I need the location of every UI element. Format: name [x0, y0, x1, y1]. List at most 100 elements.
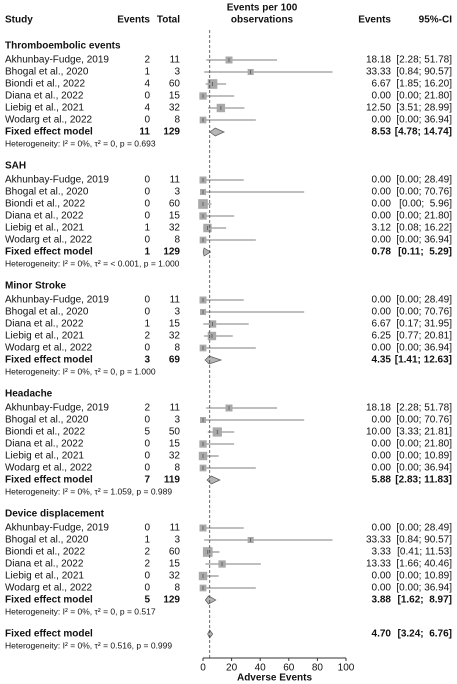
events: 0: [144, 571, 150, 582]
ci: [1.66; 40.46]: [396, 559, 452, 570]
events: 11: [139, 127, 150, 138]
ci: [3.51; 28.99]: [396, 103, 452, 114]
heterogeneity: Heterogeneity: I² = 0%, τ² = 1.059, p = …: [5, 486, 172, 496]
events: 2: [144, 331, 150, 342]
ci: [0.00; 36.94]: [396, 343, 452, 354]
total: 8: [174, 343, 180, 354]
estimate: 10.00: [366, 427, 391, 438]
study-name: Liebig et al., 2021: [5, 571, 84, 582]
estimate: 0.00: [372, 235, 392, 246]
study-name: Diana et al., 2022: [5, 91, 84, 102]
study-name: Fixed effect model: [5, 595, 93, 606]
total: 32: [169, 331, 181, 342]
study-name: Liebig et al., 2021: [5, 331, 84, 342]
heterogeneity: Heterogeneity: I² = 0%, τ² = 0, p = 0.51…: [5, 606, 156, 616]
events: 1: [144, 67, 150, 78]
ci: [0.00; 21.80]: [396, 91, 452, 102]
events: 4: [144, 103, 150, 114]
ci: [0.00; 21.80]: [396, 439, 452, 450]
events: 2: [144, 403, 150, 414]
diamond: [204, 595, 217, 605]
study-name: Fixed effect model: [5, 355, 93, 366]
total: 3: [174, 415, 180, 426]
events: 0: [144, 235, 150, 246]
ci: [2.28; 51.78]: [396, 55, 452, 66]
events: 5: [144, 595, 150, 606]
diamond: [207, 629, 214, 639]
study-name: Wodarg et al., 2022: [5, 343, 93, 354]
estimate: 12.50: [366, 103, 391, 114]
study-name: Biondi et al., 2022: [5, 199, 85, 210]
study-name: Biondi et al., 2022: [5, 79, 85, 90]
study-name: Akhunbay-Fudge, 2019: [5, 295, 109, 306]
events: 1: [144, 319, 150, 330]
heterogeneity: Heterogeneity: I² = 0%, τ² = < 0.001, p …: [5, 258, 180, 268]
events: 2: [144, 55, 150, 66]
events: 0: [144, 91, 150, 102]
diamond: [209, 127, 225, 137]
total: 3: [174, 67, 180, 78]
events: 1: [144, 535, 150, 546]
study-name: Diana et al., 2022: [5, 319, 84, 330]
estimate: 0.00: [372, 175, 392, 186]
estimate: 0.00: [372, 439, 392, 450]
group-title: Minor Stroke: [5, 281, 67, 292]
ci: [0.00; 70.76]: [396, 415, 452, 426]
events: 0: [144, 187, 150, 198]
total: 15: [169, 211, 181, 222]
ci: [4.78; 14.74]: [395, 127, 452, 138]
events: 0: [144, 211, 150, 222]
ci: [0.11; 5.29]: [398, 247, 452, 258]
estimate: 0.00: [372, 415, 392, 426]
ci: [0.00; 21.80]: [396, 211, 452, 222]
estimate: 6.67: [372, 79, 392, 90]
heterogeneity: Heterogeneity: I² = 0%, τ² = 0.516, p = …: [5, 640, 172, 650]
estimate: 0.00: [372, 187, 392, 198]
study-name: Akhunbay-Fudge, 2019: [5, 175, 109, 186]
total: 3: [174, 187, 180, 198]
estimate: 4.70: [372, 629, 392, 640]
events: 2: [144, 559, 150, 570]
x-tick-label: 20: [226, 663, 238, 674]
diamond: [202, 247, 212, 257]
study-name: Bhogal et al., 2020: [5, 67, 89, 78]
study-name: Bhogal et al., 2020: [5, 187, 89, 198]
study-name: Fixed effect model: [5, 247, 93, 258]
ci: [0.00; 10.89]: [396, 571, 452, 582]
total: 8: [174, 235, 180, 246]
ci: [0.41; 11.53]: [397, 547, 452, 558]
events: 0: [144, 199, 150, 210]
study-name: Fixed effect model: [5, 475, 93, 486]
ci: [0.00; 36.94]: [396, 235, 452, 246]
estimate: 0.00: [372, 211, 392, 222]
ci: [3.24; 6.76]: [398, 629, 452, 640]
total: 11: [170, 55, 181, 66]
estimate: 13.33: [366, 559, 391, 570]
estimate: 0.00: [372, 115, 392, 126]
events: 0: [144, 307, 150, 318]
estimate: 0.00: [372, 463, 392, 474]
total: 11: [170, 523, 181, 534]
estimate: 3.88: [372, 595, 392, 606]
x-tick-label: 40: [255, 663, 267, 674]
diamond: [206, 475, 221, 485]
total: 15: [169, 319, 181, 330]
total: 8: [174, 463, 180, 474]
events: 0: [144, 523, 150, 534]
total: 15: [169, 559, 181, 570]
total: 32: [169, 223, 181, 234]
estimate: 3.12: [372, 223, 392, 234]
ci: [0.00; 70.76]: [396, 187, 452, 198]
heterogeneity: Heterogeneity: I² = 0%, τ² = 0, p = 1.00…: [5, 366, 156, 376]
total: 32: [169, 571, 181, 582]
header-study: Study: [5, 15, 33, 26]
events: 2: [144, 547, 150, 558]
total: 11: [170, 403, 181, 414]
events: 0: [144, 583, 150, 594]
events: 7: [144, 475, 150, 486]
total: 8: [174, 115, 180, 126]
estimate: 5.88: [372, 475, 392, 486]
estimate: 0.00: [372, 451, 392, 462]
ci: [3.33; 21.81]: [396, 427, 452, 438]
